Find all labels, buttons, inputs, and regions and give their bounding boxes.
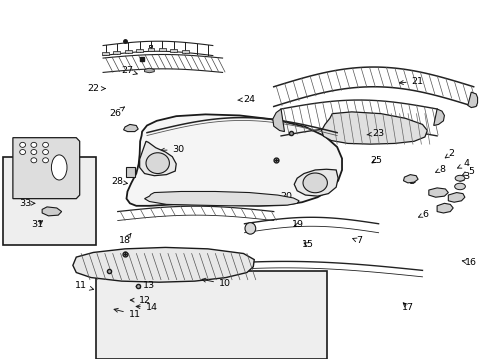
Text: 16: 16 [461,258,476,267]
Text: 5: 5 [462,167,473,176]
Text: 30: 30 [160,145,184,154]
Text: 27: 27 [121,66,137,75]
Polygon shape [123,125,138,132]
Polygon shape [13,138,80,199]
Text: 8: 8 [435,165,444,174]
Polygon shape [126,114,341,206]
Text: 32: 32 [51,176,62,185]
Text: 6: 6 [418,210,427,219]
Text: 21: 21 [399,77,423,86]
Text: 17: 17 [401,303,413,312]
Polygon shape [467,92,477,108]
Text: 14: 14 [136,303,158,312]
Ellipse shape [20,149,25,154]
Polygon shape [436,203,452,213]
Text: 11: 11 [75,281,93,290]
Bar [147,49,154,51]
Ellipse shape [20,142,25,147]
Bar [3,157,96,244]
Text: 13: 13 [136,281,155,290]
Ellipse shape [146,153,169,174]
Polygon shape [42,207,61,216]
Bar [159,49,165,51]
Text: 1: 1 [191,192,205,202]
Ellipse shape [42,149,48,154]
Text: 7: 7 [352,237,361,246]
Text: 9: 9 [409,177,415,186]
Bar [126,167,135,177]
Text: 3: 3 [459,172,468,181]
Bar [96,271,327,359]
Polygon shape [144,68,154,73]
Ellipse shape [42,158,48,163]
Text: 24: 24 [237,95,255,104]
Bar [124,50,131,53]
Text: 10: 10 [202,278,230,288]
Polygon shape [272,109,284,132]
Polygon shape [428,188,447,197]
Ellipse shape [42,142,48,147]
Text: 28: 28 [111,177,127,186]
Text: 4: 4 [457,159,468,168]
Text: 25: 25 [369,156,382,165]
Polygon shape [447,193,464,202]
Polygon shape [403,175,417,183]
Bar [136,49,143,52]
Text: 22: 22 [87,84,105,93]
Ellipse shape [31,142,37,147]
Bar [113,51,120,54]
Bar [102,53,109,55]
Ellipse shape [31,149,37,154]
Text: 19: 19 [291,220,304,229]
Text: 2: 2 [444,149,454,158]
Text: 20: 20 [276,192,291,201]
Ellipse shape [454,183,465,190]
Text: 18: 18 [119,234,131,246]
Ellipse shape [51,155,67,180]
Ellipse shape [244,223,255,234]
Polygon shape [433,109,444,126]
Text: 26: 26 [109,107,124,118]
Text: 11: 11 [114,309,141,319]
Text: 23: 23 [366,129,384,138]
Text: 29: 29 [34,143,49,152]
Ellipse shape [303,173,327,193]
Text: 15: 15 [301,240,313,249]
Text: 31: 31 [31,220,43,229]
Polygon shape [144,192,299,206]
Polygon shape [321,112,427,144]
Polygon shape [140,141,176,176]
Polygon shape [73,247,254,282]
Ellipse shape [454,175,464,181]
Text: 12: 12 [130,296,150,305]
Bar [182,50,188,53]
Polygon shape [294,169,337,196]
Bar [170,49,177,52]
Text: 33: 33 [19,199,35,208]
Ellipse shape [31,158,37,163]
